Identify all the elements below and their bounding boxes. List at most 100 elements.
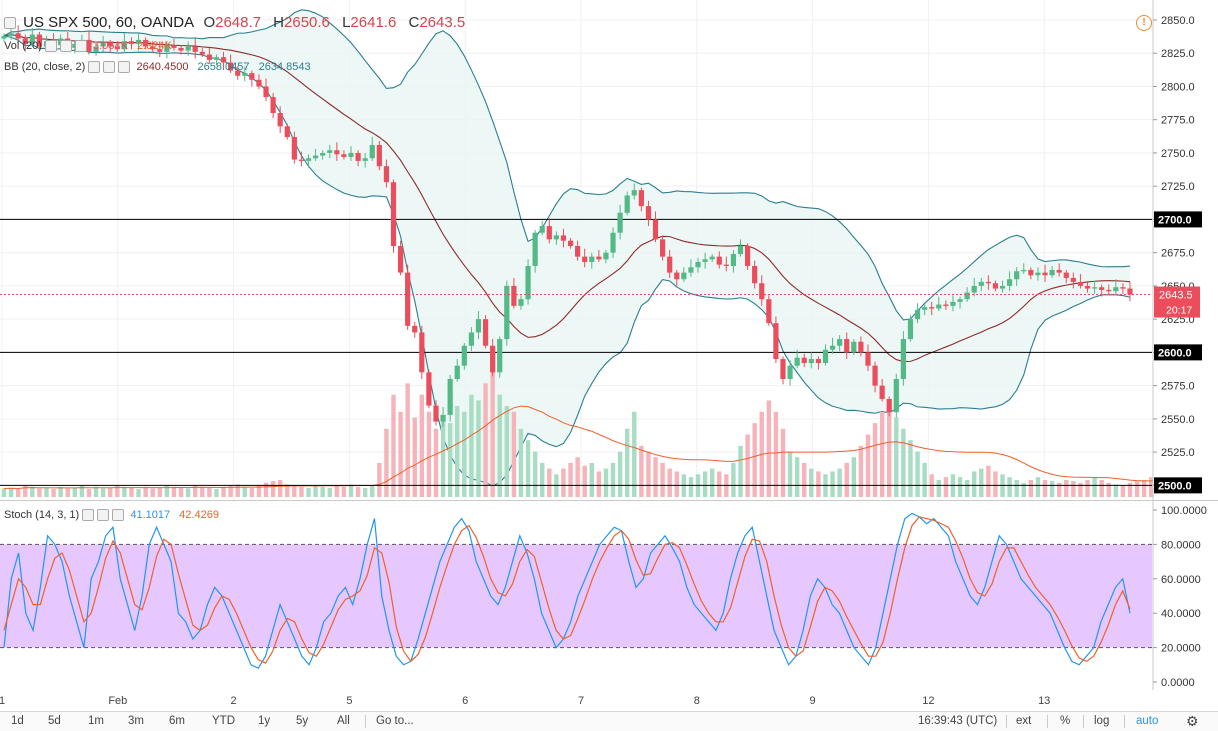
eye-icon[interactable]: [82, 509, 95, 522]
candle-body: [886, 398, 892, 413]
stoch-overbought-oversold-band: [0, 544, 1152, 648]
volume-bar: [1085, 479, 1090, 497]
candle-body: [964, 292, 970, 300]
price-tick-label: 2825.0: [1161, 48, 1195, 60]
auto-toggle[interactable]: auto: [1136, 715, 1159, 727]
close-icon[interactable]: [118, 61, 131, 74]
range-1m-button[interactable]: 1m: [88, 715, 104, 727]
candle-body: [199, 51, 205, 55]
percent-toggle[interactable]: %: [1060, 715, 1071, 727]
range-6m-button[interactable]: 6m: [169, 715, 185, 727]
volume-bar: [957, 477, 963, 497]
candle-body: [950, 301, 956, 306]
volume-bar: [136, 489, 141, 497]
goto-button[interactable]: Go to...: [376, 715, 414, 727]
volume-bar: [1092, 477, 1097, 497]
candle-body: [992, 283, 999, 289]
volume-bar: [830, 471, 835, 497]
candle-body: [660, 239, 666, 257]
volume-bar: [532, 451, 538, 497]
candle-body: [1007, 279, 1013, 286]
volume-bar: [122, 486, 127, 497]
volume-bar: [398, 411, 403, 497]
hline-price-tag: [1154, 211, 1202, 228]
eye-icon[interactable]: [88, 61, 101, 74]
candle-body: [985, 281, 991, 284]
time-tick-label: 2: [230, 695, 237, 707]
volume-bar: [1021, 482, 1026, 497]
candle-body: [829, 345, 836, 350]
candle-body: [150, 46, 156, 50]
volume-bar: [447, 423, 453, 497]
clock-display[interactable]: 16:39:43 (UTC): [918, 715, 998, 727]
stoch-k-line: [3, 512, 1131, 670]
candle-body: [171, 45, 177, 48]
candle-body: [475, 319, 482, 333]
candle-body: [277, 113, 283, 127]
stoch-axis-bg[interactable]: [1153, 501, 1218, 690]
range-1y-button[interactable]: 1y: [258, 715, 271, 727]
volume-bar: [865, 434, 871, 497]
bb-label: BB (20, close, 2): [4, 61, 86, 73]
volume-bar: [979, 468, 984, 497]
candle-body: [482, 319, 489, 346]
candle-body: [426, 372, 432, 406]
candle-body: [1028, 269, 1034, 276]
range-5d-button[interactable]: 5d: [48, 715, 61, 727]
time-tick-label: 6: [462, 695, 469, 707]
candle-body: [971, 285, 977, 293]
candle-body: [865, 352, 871, 366]
volume-bar: [462, 411, 467, 497]
range-all-button[interactable]: All: [337, 715, 350, 727]
range-1d-button[interactable]: 1d: [11, 715, 24, 727]
log-toggle[interactable]: log: [1094, 715, 1110, 727]
volume-bar: [263, 482, 269, 497]
range-ytd-button[interactable]: YTD: [212, 715, 235, 727]
settings-gear-icon[interactable]: ⚙: [1186, 713, 1199, 729]
volume-bar: [214, 489, 219, 497]
close-icon[interactable]: [112, 509, 125, 522]
gear-icon[interactable]: [103, 61, 116, 74]
gear-icon[interactable]: [97, 509, 110, 522]
price-axis-bg[interactable]: [1153, 0, 1218, 500]
symbol-title[interactable]: US SPX 500, 60, OANDA: [23, 14, 194, 31]
candle-body: [652, 219, 659, 240]
candle-body: [376, 144, 382, 167]
volume-bar: [993, 471, 998, 497]
bb-legend[interactable]: BB (20, close, 2) 2640.4500 2658.0457 26…: [4, 61, 311, 74]
current-price-label: 2643.5: [1159, 290, 1193, 302]
time-tick-label: 13: [1038, 695, 1051, 707]
eye-icon[interactable]: [44, 40, 57, 53]
volume-bar: [79, 485, 85, 497]
candle-body: [1021, 269, 1027, 272]
hline-price-label: 2600.0: [1158, 347, 1192, 359]
volume-bar: [270, 481, 276, 497]
volume-bar: [108, 487, 113, 497]
hline-price-label: 2500.0: [1158, 480, 1192, 492]
volume-bar: [702, 471, 708, 497]
volume-bar: [986, 465, 991, 497]
range-3m-button[interactable]: 3m: [128, 715, 144, 727]
candle-body: [730, 253, 737, 266]
time-axis[interactable]: 1 Feb 2 5 6 7 8 9 12 13: [0, 690, 1218, 710]
stoch-legend[interactable]: Stoch (14, 3, 1) 41.1017 42.4269: [4, 509, 219, 522]
volume-bar: [93, 486, 99, 497]
price-tick-label: 2750.0: [1161, 148, 1195, 160]
volume-bar: [207, 487, 212, 497]
stochastic-pane[interactable]: 100.0000 80.0000 60.0000 40.0000 20.0000 0.00…: [0, 500, 1218, 690]
volume-bar: [922, 462, 927, 497]
alert-clock-icon[interactable]: !: [1136, 15, 1152, 31]
collapse-icon[interactable]: [4, 17, 16, 30]
candle-body: [943, 304, 949, 306]
gear-icon[interactable]: [59, 40, 72, 53]
candle-body: [305, 158, 312, 161]
ext-toggle[interactable]: ext: [1016, 715, 1032, 727]
price-chart[interactable]: 2850.0 2825.0 2800.0 2775.0 2750.0 2725.0 2700…: [0, 0, 1218, 500]
volume-bar: [370, 485, 375, 497]
volume-legend[interactable]: Vol (20) 3.054K 2.324K: [4, 40, 172, 53]
candle-body: [1077, 281, 1084, 286]
range-5y-button[interactable]: 5y: [296, 715, 309, 727]
close-icon[interactable]: [74, 40, 87, 53]
candle-body: [1049, 269, 1055, 276]
price-tick-label: 2800.0: [1161, 81, 1195, 93]
